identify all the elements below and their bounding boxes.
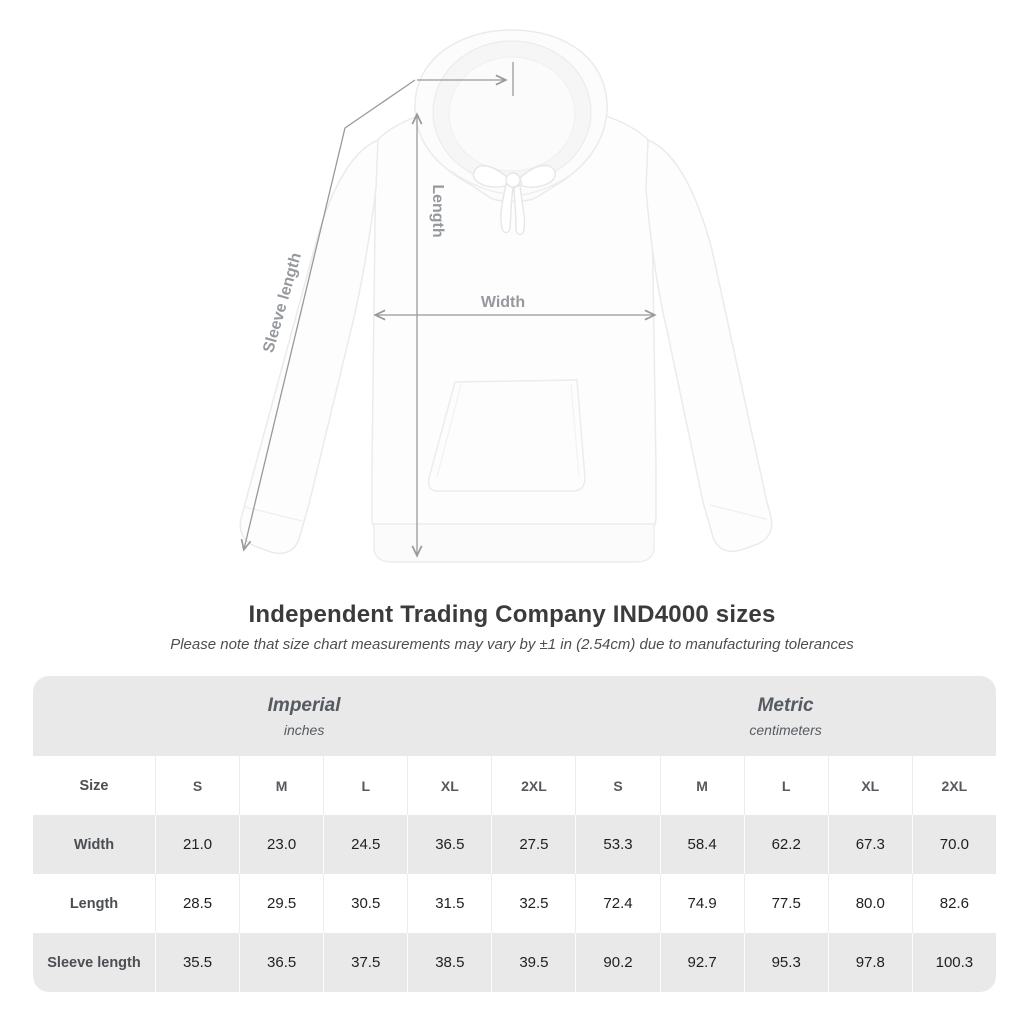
imperial-unit: inches xyxy=(283,721,325,738)
hoodie-measurement-diagram: Length Width Sleeve length xyxy=(239,29,773,563)
row-label: Length xyxy=(69,895,119,912)
table-value: 35.5 xyxy=(155,933,239,992)
table-value: 97.8 xyxy=(827,933,912,992)
row-label: Width xyxy=(73,836,115,853)
table-row-length: Length 28.5 29.5 30.5 31.5 32.5 72.4 74.9 77.5 80… xyxy=(33,874,996,933)
metric-unit: centimeters xyxy=(749,721,822,738)
size-column-header: M xyxy=(659,756,744,815)
size-column-header: L xyxy=(743,756,828,815)
imperial-group-header: Imperial inches xyxy=(33,676,575,756)
table-value: 23.0 xyxy=(239,815,323,874)
unit-header-band: Imperial inches Metric centimeters xyxy=(33,676,996,756)
table-value: 72.4 xyxy=(575,874,659,933)
table-value: 90.2 xyxy=(575,933,659,992)
table-value: 30.5 xyxy=(323,874,407,933)
table-value: 36.5 xyxy=(407,815,491,874)
table-value: 67.3 xyxy=(827,815,912,874)
page-title: Independent Trading Company IND4000 size… xyxy=(248,601,776,628)
size-column-header: M xyxy=(239,756,323,815)
table-value: 62.2 xyxy=(743,815,828,874)
size-column-header: 2XL xyxy=(911,756,996,815)
table-value: 29.5 xyxy=(239,874,323,933)
table-value: 53.3 xyxy=(575,815,659,874)
size-column-header: 2XL xyxy=(491,756,575,815)
size-column-header: S xyxy=(575,756,659,815)
table-value: 95.3 xyxy=(743,933,828,992)
size-column-header: S xyxy=(155,756,239,815)
table-value: 38.5 xyxy=(407,933,491,992)
table-value: 37.5 xyxy=(323,933,407,992)
table-row-width: Width 21.0 23.0 24.5 36.5 27.5 53.3 58.4 62.2 67.… xyxy=(33,815,996,874)
size-column-header: L xyxy=(323,756,407,815)
table-value: 31.5 xyxy=(407,874,491,933)
size-chart-table: Imperial inches Metric centimeters Size S… xyxy=(33,676,996,992)
metric-group-header: Metric centimeters xyxy=(575,676,996,756)
size-header-label: Size xyxy=(79,777,109,794)
table-value: 21.0 xyxy=(155,815,239,874)
metric-label: Metric xyxy=(757,694,814,716)
width-measure-label: Width xyxy=(481,294,525,311)
table-value: 27.5 xyxy=(491,815,575,874)
row-label: Sleeve length xyxy=(47,954,141,971)
table-value: 58.4 xyxy=(659,815,744,874)
table-value: 92.7 xyxy=(659,933,744,992)
table-value: 24.5 xyxy=(323,815,407,874)
hoodie-illustration xyxy=(239,29,773,563)
table-value: 77.5 xyxy=(743,874,828,933)
table-value: 70.0 xyxy=(911,815,996,874)
size-column-header: XL xyxy=(827,756,912,815)
table-value: 36.5 xyxy=(239,933,323,992)
table-value: 28.5 xyxy=(155,874,239,933)
size-column-header: XL xyxy=(407,756,491,815)
measurement-lines xyxy=(244,62,654,555)
imperial-label: Imperial xyxy=(267,694,341,716)
table-row-sleeve-length: Sleeve length 35.5 36.5 37.5 38.5 39.5 90.2 92.… xyxy=(33,933,996,992)
size-header-row: Size S M L XL 2XL S M L XL 2XL xyxy=(33,756,996,815)
table-value: 100.3 xyxy=(911,933,996,992)
table-value: 32.5 xyxy=(491,874,575,933)
table-value: 39.5 xyxy=(491,933,575,992)
table-value: 82.6 xyxy=(911,874,996,933)
drawstring-bow xyxy=(472,164,556,236)
sleeve-arrow-to-cuff xyxy=(244,79,416,549)
table-value: 74.9 xyxy=(659,874,744,933)
length-measure-label: Length xyxy=(429,184,446,237)
tolerance-note: Please note that size chart measurements… xyxy=(170,636,854,653)
table-value: 80.0 xyxy=(827,874,912,933)
